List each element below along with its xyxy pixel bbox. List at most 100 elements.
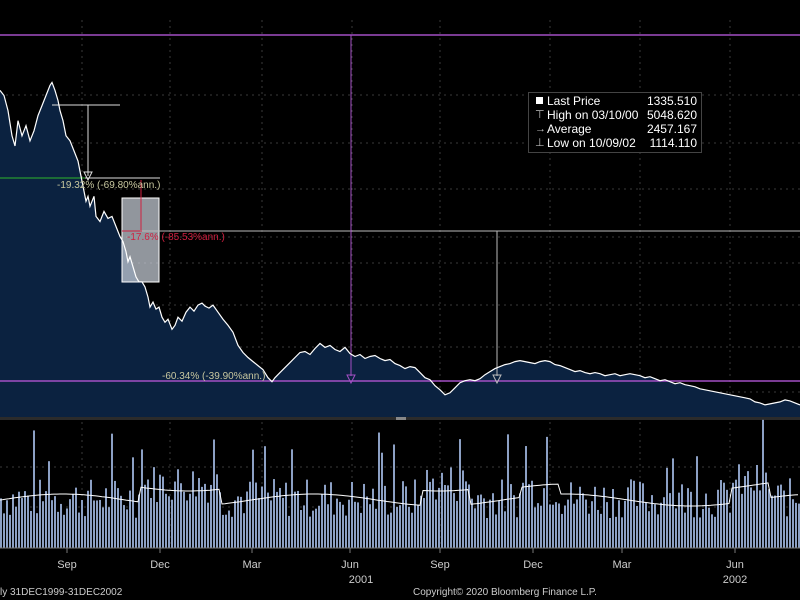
volume-bar [378,432,380,548]
volume-bar [144,484,146,548]
volume-bar [567,499,569,548]
legend-last-price: Last Price 1335.510 [529,94,701,108]
volume-bar [54,496,56,548]
volume-bar [21,498,23,548]
volume-bar [45,491,47,548]
volume-bar [366,496,368,548]
volume-bar [726,489,728,548]
volume-bar [513,495,515,548]
volume-bar [663,497,665,548]
x-tick-label: Sep [430,559,450,571]
volume-bar [717,489,719,548]
volume-bar [405,486,407,548]
volume-bar [57,511,59,548]
high-marker-icon: ⊤ [535,109,545,121]
volume-bar [474,508,476,548]
volume-bar [450,467,452,548]
volume-bar [525,446,527,548]
volume-bar [483,498,485,548]
volume-bar [234,500,236,548]
volume-bar [681,484,683,548]
volume-bar [360,512,362,548]
date-range-footer: ly 31DEC1999-31DEC2002 [0,587,123,598]
volume-bar [540,505,542,548]
volume-bar [327,504,329,548]
volume-bar [633,480,635,548]
volume-bar [456,500,458,548]
volume-bar [324,484,326,548]
low-drop-arrow [492,374,502,385]
volume-bar [174,481,176,548]
volume-bar [372,488,374,548]
first-drop-annotation: -19.32% (-69.80%ann.) [57,180,160,191]
volume-bar [723,482,725,548]
volume-bar [459,439,461,548]
volume-bar [162,476,164,548]
volume-bar [489,499,491,548]
volume-bar [600,513,602,548]
volume-bar [306,479,308,548]
volume-bar [12,494,14,548]
volume-bar [129,490,131,548]
legend-average: → Average 2457.167 [535,122,697,136]
volume-bar [249,481,251,548]
volume-bar [441,472,443,548]
volume-bar [150,497,152,548]
volume-bar [294,491,296,548]
volume-bar [417,504,419,548]
volume-bar [603,487,605,548]
volume-bar [543,488,545,548]
volume-bar [339,501,341,548]
volume-bar [750,487,752,548]
volume-bar [237,496,239,548]
volume-bar [255,482,257,548]
volume-bar [141,449,143,548]
volume-bar [108,507,110,548]
volume-bar [354,501,356,548]
volume-bar [153,467,155,548]
volume-bar [696,456,698,548]
volume-bar [330,482,332,548]
volume-bar [228,510,230,548]
volume-bar [204,483,206,548]
volume-bar [297,490,299,548]
reference-lines [0,34,800,420]
volume-bar [498,500,500,548]
volume-bar [177,469,179,548]
volume-bar [627,487,629,548]
volume-bar [426,469,428,548]
volume-bar [183,491,185,548]
volume-bar [561,513,563,548]
volume-bar [774,495,776,548]
volume-bar [516,517,518,548]
volume-bar [399,505,401,548]
volume-bar [522,482,524,548]
volume-bar [102,507,104,548]
volume-bar [348,499,350,548]
volume-bar [261,486,263,548]
volume-bar [606,502,608,548]
low-marker-icon: ⊥ [535,137,545,149]
volume-bar [591,501,593,548]
volume-bar [66,508,68,548]
price-line [0,81,800,406]
x-tick-label: Jun [341,559,359,571]
price-area [0,82,800,419]
volume-bar [189,493,191,548]
volume-bar [714,516,716,548]
volume-bar [93,500,95,548]
volume-bar [345,515,347,548]
volume-bar [216,474,218,548]
volume-bar [195,496,197,548]
volume-bar [609,517,611,548]
volume-bar [408,506,410,548]
volume-bar [222,514,224,548]
price-line-path [0,81,800,406]
second-drop-annotation: -17.6% (-85.53%ann.) [127,232,225,243]
volume-bar [654,504,656,548]
divider-handle [396,417,406,420]
volume-bar [81,499,83,548]
volume-bar [369,504,371,548]
volume-bar [414,479,416,548]
volume-bar [270,500,272,548]
